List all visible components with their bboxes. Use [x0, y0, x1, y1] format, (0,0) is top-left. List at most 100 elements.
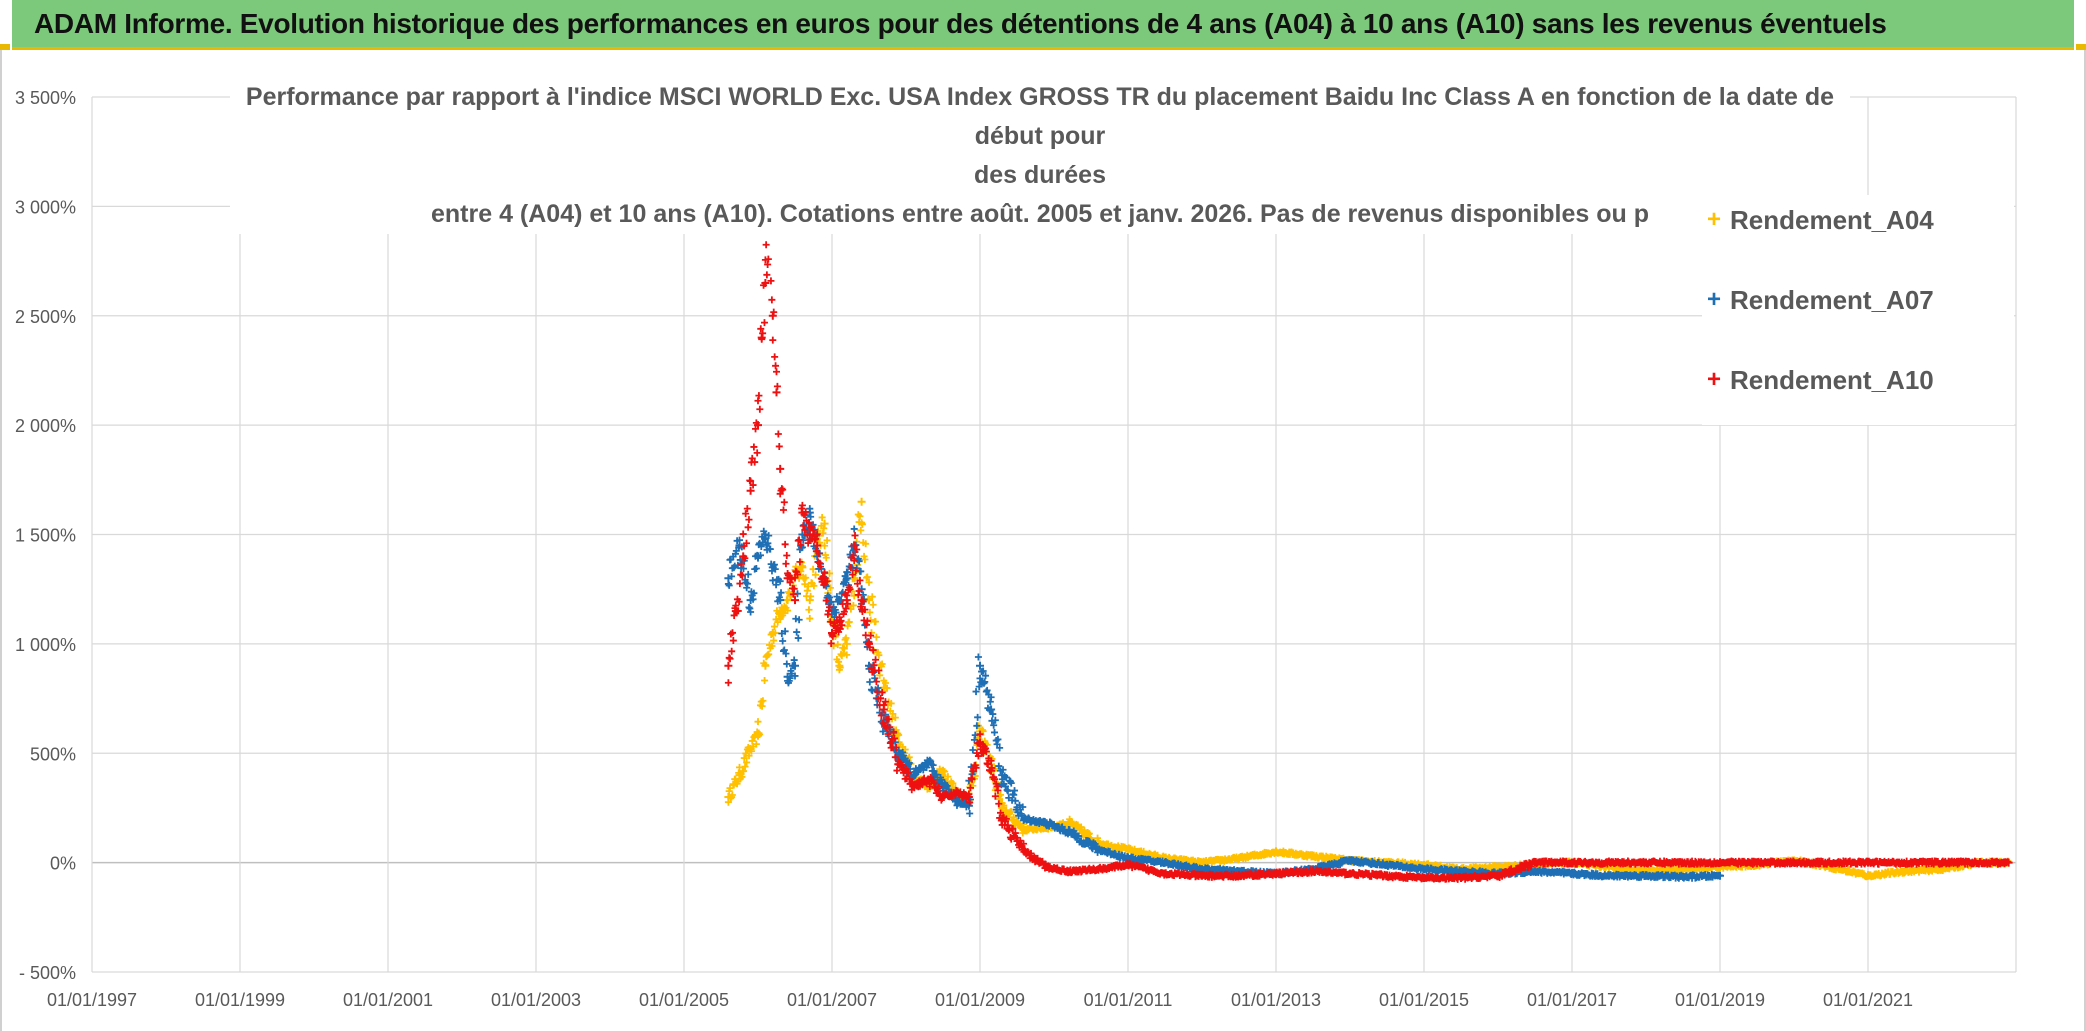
- y-tick-label: 1 500%: [15, 526, 76, 546]
- data-point: [883, 684, 891, 692]
- data-point: [780, 498, 788, 506]
- y-tick-label: 0%: [50, 854, 76, 874]
- chart-frame: [0, 50, 2086, 1031]
- chart-title: Performance par rapport à l'indice MSCI …: [230, 78, 1850, 234]
- data-point: [845, 618, 853, 626]
- data-point: [810, 582, 818, 590]
- data-point: [812, 571, 820, 579]
- data-point: [850, 592, 858, 600]
- data-point: [850, 525, 858, 533]
- data-point: [834, 641, 842, 649]
- x-tick-label: 01/01/1997: [47, 990, 137, 1010]
- data-point: [1010, 814, 1018, 822]
- data-point: [798, 562, 806, 570]
- data-point: [783, 551, 791, 559]
- data-point: [775, 593, 783, 601]
- data-point: [762, 241, 770, 249]
- data-point: [760, 527, 768, 535]
- data-point: [780, 646, 788, 654]
- data-point: [744, 570, 752, 578]
- data-point: [856, 512, 864, 520]
- data-point: [749, 595, 757, 603]
- data-point: [771, 353, 779, 361]
- data-point: [774, 597, 782, 605]
- data-point: [771, 629, 779, 637]
- data-point: [779, 609, 787, 617]
- data-point: [818, 513, 826, 521]
- data-point: [772, 362, 780, 370]
- data-point: [802, 574, 810, 582]
- data-point: [736, 536, 743, 544]
- data-point: [843, 651, 851, 659]
- data-point: [757, 543, 765, 551]
- data-point: [806, 505, 814, 513]
- data-point: [786, 674, 794, 682]
- data-point: [728, 572, 736, 580]
- header-banner: ADAM Informe. Evolution historique des p…: [12, 0, 2074, 50]
- data-point: [747, 608, 755, 616]
- series-layer: [724, 218, 2013, 883]
- data-point: [857, 526, 865, 534]
- data-point: [889, 710, 897, 718]
- data-point: [1007, 808, 1015, 816]
- data-point: [783, 596, 791, 604]
- data-point: [863, 573, 871, 581]
- data-point: [741, 763, 749, 771]
- data-point: [763, 271, 771, 279]
- series-rendement_a04: [724, 497, 2013, 881]
- data-point: [728, 791, 736, 799]
- data-point: [807, 592, 815, 600]
- axis-layer: 3 500%3 000%2 500%2 000%1 500%1 000%500%…: [15, 88, 1913, 1010]
- x-tick-label: 01/01/2019: [1675, 990, 1765, 1010]
- data-point: [861, 555, 869, 563]
- data-point: [776, 577, 784, 585]
- legend-label-a07: Rendement_A07: [1730, 284, 1934, 315]
- data-point: [792, 615, 800, 623]
- data-point: [761, 661, 769, 669]
- corner-mark-right: [2076, 44, 2086, 50]
- x-tick-label: 01/01/2003: [491, 990, 581, 1010]
- data-point: [805, 606, 813, 614]
- x-tick-label: 01/01/2007: [787, 990, 877, 1010]
- data-point: [740, 754, 748, 762]
- data-point: [750, 589, 758, 597]
- data-point: [768, 296, 776, 304]
- data-point: [966, 810, 974, 818]
- legend-label-a04: Rendement_A04: [1730, 204, 1934, 235]
- x-tick-label: 01/01/1999: [195, 990, 285, 1010]
- y-tick-label: 2 500%: [15, 307, 76, 327]
- data-point: [756, 551, 764, 559]
- data-point: [755, 392, 763, 400]
- data-point: [726, 655, 734, 663]
- data-point: [781, 627, 789, 635]
- data-point: [822, 554, 830, 562]
- data-point: [941, 768, 949, 776]
- data-point: [891, 714, 899, 722]
- data-point: [724, 679, 732, 687]
- data-point: [754, 718, 762, 726]
- data-point: [851, 532, 859, 540]
- data-point: [773, 382, 781, 390]
- x-tick-label: 01/01/2011: [1084, 990, 1173, 1010]
- data-point: [827, 598, 835, 606]
- data-point: [728, 647, 736, 655]
- legend-item-a07: + Rendement_A07: [1702, 280, 1934, 320]
- data-point: [764, 539, 772, 547]
- data-point: [776, 464, 785, 473]
- data-point: [866, 678, 874, 686]
- data-point: [794, 634, 802, 642]
- data-point: [770, 623, 778, 631]
- data-point: [725, 581, 733, 589]
- legend-marker-a04: +: [1706, 206, 1721, 233]
- data-point: [1077, 823, 1085, 831]
- data-point: [770, 308, 778, 316]
- corner-mark-left: [0, 44, 10, 50]
- data-point: [842, 634, 850, 642]
- data-point: [765, 650, 773, 658]
- data-point: [790, 656, 798, 664]
- data-point: [849, 601, 857, 609]
- data-point: [836, 664, 844, 672]
- data-point: [766, 545, 774, 553]
- data-point: [807, 513, 815, 521]
